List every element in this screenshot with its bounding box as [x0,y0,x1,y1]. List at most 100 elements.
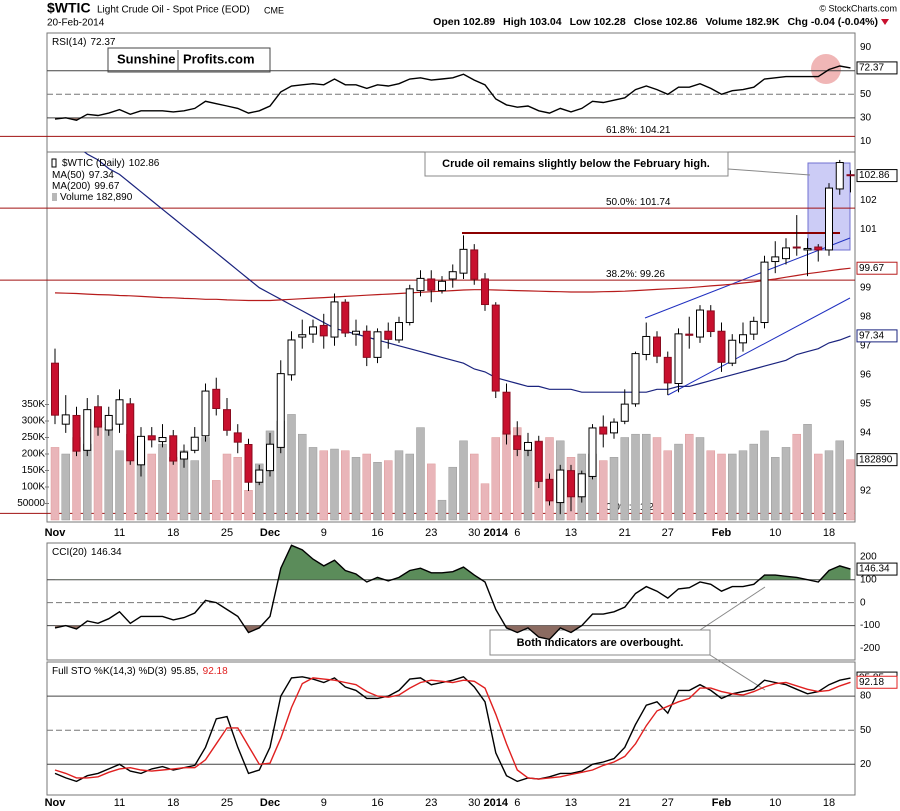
volume-bar [609,457,619,521]
indicator-line [54,677,851,780]
y-tick-label: 30 [860,112,872,123]
volume-bar [674,443,683,521]
volume-bar [169,457,178,521]
x-tick-label: 27 [662,797,674,809]
candle-body [201,390,210,437]
legend-value: 102.86 [129,158,160,169]
candle-body [169,435,178,462]
candle-body [846,174,855,177]
y-tick-label: 10 [860,136,872,147]
y-tick-label: 90 [860,42,872,53]
y-tick-label: 97 [860,340,872,351]
x-tick-label: Feb [712,527,732,539]
candle-body [362,330,371,358]
volume-bar [459,440,468,521]
y-tick-label: 100 [860,574,877,585]
x-tick-label: 10 [769,527,781,539]
x-tick-label: 30 [468,527,480,539]
callout-box [424,151,729,177]
candle-body [663,356,672,384]
logo-right: Profits.com [183,51,255,66]
last-value-box [856,329,898,343]
volume-bar [437,499,447,521]
x-tick-label: 6 [514,527,520,539]
quote-label: Open [433,16,460,28]
candle-body [642,335,651,355]
volume-bar [416,427,425,521]
logo-left: Sunshine [117,51,176,66]
trend-line-lower [667,297,851,396]
x-tick-label: 25 [221,797,233,809]
candle-body [610,421,618,434]
y-tick-label: 101 [860,224,877,235]
candle-body [653,336,661,357]
candle-body [104,414,113,431]
quote-label: High [503,16,526,28]
candle-body [266,443,274,472]
volume-bar [599,460,608,521]
legend-icon [51,158,57,168]
candle-body [545,478,554,502]
instrument-name: Light Crude Oil - Spot Price (EOD) [97,5,250,16]
candle-body [190,436,199,451]
quote-label: Low [570,16,592,28]
candle-body [782,247,790,260]
volume-bar [201,437,210,521]
candle-body [83,409,92,451]
last-value: 92.18 [856,675,898,689]
candle-body [717,330,726,363]
x-tick-label: 27 [662,527,674,539]
candle-body [427,278,436,291]
volume-bar [846,459,855,521]
y-tick-label: -100 [860,620,880,631]
y-tick-label: 50 [860,89,872,100]
volume-bar [298,433,307,521]
quote-line: Open 102.89 High 103.04 Low 102.28 Close 102.86… [433,16,878,28]
indicator-line [54,676,851,783]
volume-bar [717,453,726,521]
volume-bar [631,433,640,521]
callout-box [489,629,711,656]
legend-title: Full STO %K(14,3) %D(3) [52,666,167,677]
volume-bar [835,440,844,521]
change-arrow [881,19,889,25]
x-tick-label: Dec [260,527,280,539]
volume-bar [373,462,382,521]
candle-body [620,403,629,422]
x-tick-label: 21 [619,527,631,539]
candle-body [255,469,264,483]
volume-bar [362,453,371,521]
candle-body [728,339,737,364]
candle-body [567,470,575,498]
candle-body [448,271,457,280]
x-tick-label: 23 [425,797,437,809]
y-tick-label: 94 [860,428,872,439]
volume-bar [384,460,393,521]
indicator-line [54,65,851,121]
y2-tick-label: 350K [22,399,46,410]
y2-tick-label: 300K [22,416,46,427]
x-tick-label: 21 [619,797,631,809]
candle-body [276,373,285,448]
x-tick-label: 9 [321,797,327,809]
candle-body [524,441,532,451]
last-value: 99.67 [856,261,898,275]
candle-body [147,435,156,441]
volume-bar [706,450,715,521]
candle-body [244,443,253,483]
candle-body [814,246,823,251]
candle-body [384,330,393,340]
legend: MA(50) 97.34 [52,170,114,181]
x-tick-label: 10 [769,797,781,809]
volume-bar [255,463,264,521]
volume-bar [652,437,662,521]
candle-body [706,310,715,333]
legend-name: MA(50) [52,170,85,181]
rsi-highlight [811,54,841,84]
y2-tick-label: 200K [22,449,46,460]
y-tick-label: 98 [860,311,872,322]
copyright: © StockCharts.com [819,3,897,13]
fib-label: 50.0%: 101.74 [606,197,671,208]
candle-body [137,435,145,466]
